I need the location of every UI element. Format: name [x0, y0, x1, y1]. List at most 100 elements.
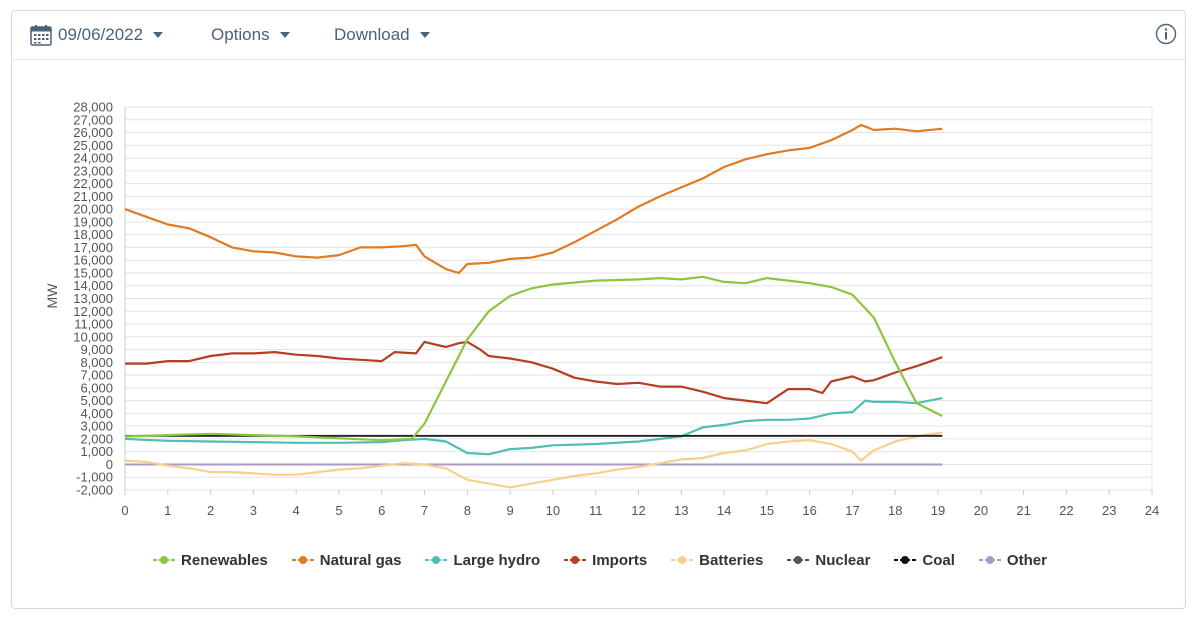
y-tick-label: 2,000	[80, 431, 113, 446]
y-tick-label: 13,000	[73, 291, 113, 306]
series-line-imports[interactable]	[125, 340, 943, 405]
legend-label: Large hydro	[453, 551, 541, 569]
series-line-renewables[interactable]	[124, 275, 943, 442]
y-tick-label: 15,000	[73, 265, 113, 280]
x-tick-label: 10	[546, 503, 560, 518]
legend-symbol	[787, 556, 810, 564]
legend-label: Imports	[592, 551, 648, 569]
chevron-down-icon	[419, 32, 430, 38]
y-tick-label: 20,000	[73, 202, 113, 217]
y-tick-label: 0	[106, 457, 113, 472]
legend-item[interactable]: Renewables	[153, 552, 268, 569]
x-tick-label: 15	[760, 503, 774, 518]
y-tick-label: 25,000	[73, 138, 113, 153]
chart-legend: Renewables Natural gas Large hydro Imports B…	[0, 548, 1200, 572]
y-tick-label: 3,000	[80, 419, 113, 434]
legend-symbol	[153, 556, 176, 564]
x-tick-label: 12	[631, 503, 645, 518]
options-dropdown[interactable]: Options	[211, 23, 290, 47]
x-tick-label: 0	[121, 503, 128, 518]
x-tick-label: 5	[335, 503, 342, 518]
chart-toolbar: 09/06/2022 Options Download	[12, 11, 1185, 60]
calendar-icon	[30, 25, 52, 46]
y-tick-label: 12,000	[73, 304, 113, 319]
legend-label: Natural gas	[319, 551, 402, 569]
x-tick-label: 4	[293, 503, 300, 518]
y-tick-label: 5,000	[80, 393, 113, 408]
x-tick-label: 22	[1059, 503, 1073, 518]
x-tick-label: 9	[507, 503, 514, 518]
x-tick-label: 7	[421, 503, 428, 518]
legend-item[interactable]: Natural gas	[291, 551, 402, 569]
x-tick-label: 13	[674, 503, 688, 518]
y-tick-label: 8,000	[80, 355, 113, 370]
y-tick-label: 9,000	[80, 342, 113, 357]
y-tick-label: 26,000	[73, 125, 113, 140]
date-value: 09/06/2022	[58, 25, 144, 44]
legend-item[interactable]: Large hydro	[425, 552, 540, 569]
y-tick-label: 6,000	[80, 380, 113, 395]
legend-label: Nuclear	[815, 551, 871, 569]
date-picker[interactable]: 09/06/2022	[30, 23, 164, 47]
download-dropdown[interactable]: Download	[334, 23, 430, 47]
x-tick-label: 6	[378, 503, 385, 518]
x-tick-label: 23	[1102, 503, 1116, 518]
legend-item[interactable]: Imports	[564, 552, 647, 569]
legend-symbol	[564, 556, 587, 564]
x-axis-ticks: 0 1 2 3 4 5 6 7 8 9 10 11 12 13 14 15 16 17 18 19 20 21 22 23 24	[121, 503, 1159, 518]
legend-symbol	[291, 556, 314, 564]
y-tick-label: 4,000	[80, 406, 113, 421]
y-tick-label: -2,000	[76, 483, 113, 498]
legend-label: Renewables	[181, 551, 268, 569]
legend-item[interactable]: Batteries	[671, 552, 763, 569]
chart-panel: 09/06/2022 Options Download	[11, 10, 1186, 609]
legend-symbol	[671, 556, 694, 564]
y-axis-label: MW	[44, 283, 60, 309]
legend-label: Coal	[922, 551, 955, 569]
series-line-natural-gas[interactable]	[124, 123, 943, 275]
y-tick-label: 14,000	[73, 278, 113, 293]
legend-item[interactable]: Nuclear	[787, 552, 870, 569]
chevron-down-icon	[153, 32, 164, 38]
y-tick-label: 7,000	[80, 368, 113, 383]
x-tick-label: 18	[888, 503, 902, 518]
x-tick-label: 19	[931, 503, 945, 518]
x-tick-label: 24	[1145, 503, 1159, 518]
y-tick-label: 16,000	[73, 253, 113, 268]
y-tick-label: 27,000	[73, 112, 113, 127]
x-tick-label: 2	[207, 503, 214, 518]
x-tick-label: 17	[845, 503, 859, 518]
y-tick-label: 24,000	[73, 151, 113, 166]
legend-item[interactable]: Coal	[894, 552, 955, 569]
y-tick-label: -1,000	[76, 470, 113, 485]
y-tick-label: 17,000	[73, 240, 113, 255]
x-tick-label: 16	[802, 503, 816, 518]
options-label: Options	[211, 25, 270, 44]
y-tick-label: 28,000	[73, 100, 113, 115]
x-tick-label: 21	[1016, 503, 1030, 518]
y-tick-label: 22,000	[73, 176, 113, 191]
x-tick-label: 3	[250, 503, 257, 518]
download-label: Download	[334, 25, 410, 44]
legend-symbol	[978, 556, 1001, 564]
y-tick-label: 18,000	[73, 227, 113, 242]
y-tick-label: 19,000	[73, 214, 113, 229]
legend-label: Other	[1006, 551, 1047, 569]
x-tick-label: 8	[464, 503, 471, 518]
legend-item[interactable]: Other	[978, 551, 1047, 569]
legend-symbol	[425, 556, 448, 564]
info-icon[interactable]	[1155, 23, 1177, 45]
y-tick-label: 23,000	[73, 163, 113, 178]
x-tick-label: 11	[589, 503, 603, 518]
x-tick-label: 20	[974, 503, 988, 518]
y-tick-label: 10,000	[73, 329, 113, 344]
legend-label: Batteries	[699, 551, 764, 569]
y-tick-label: 1,000	[80, 444, 113, 459]
chevron-down-icon	[279, 32, 290, 38]
chart-grid	[124, 106, 1153, 495]
series-line-batteries[interactable]	[124, 431, 943, 489]
x-tick-label: 1	[164, 503, 171, 518]
series-line-large-hydro[interactable]	[124, 397, 943, 456]
y-tick-label: 11,000	[74, 317, 113, 332]
